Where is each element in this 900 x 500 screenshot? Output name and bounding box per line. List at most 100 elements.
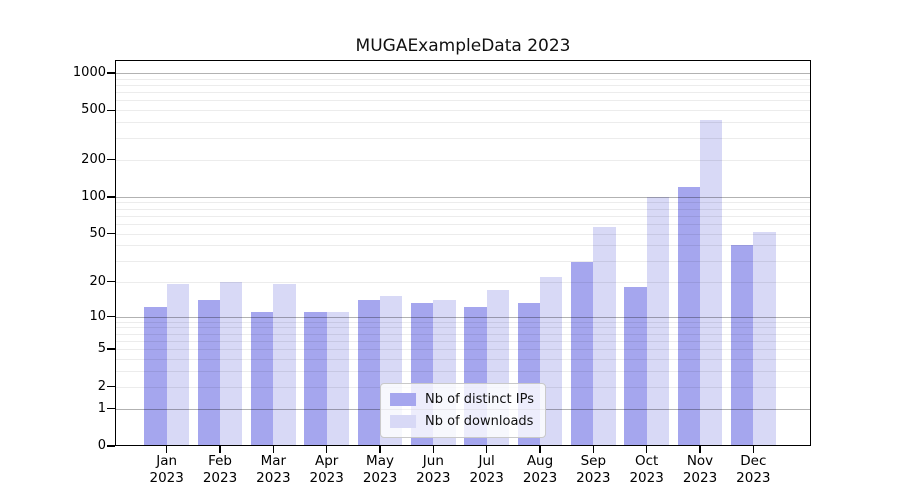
y-tick-label: 200 (81, 151, 106, 167)
x-tick-mark (165, 446, 168, 453)
gridline-minor (115, 215, 811, 217)
y-tick-label: 1 (97, 400, 106, 416)
bar-nb-of-distinct-ips (357, 299, 381, 446)
y-tick-label: 5 (97, 341, 106, 357)
y-tick-mark (107, 109, 115, 112)
gridline-minor (115, 223, 811, 225)
x-tick-year: 2023 (416, 470, 451, 486)
bar-nb-of-distinct-ips (677, 187, 700, 446)
bar-nb-of-downloads (273, 284, 296, 446)
gridline-minor (115, 202, 811, 204)
gridline-major (115, 72, 811, 74)
legend-label: Nb of downloads (425, 414, 534, 429)
x-tick-label: Aug 2023 (505, 453, 575, 487)
x-tick-mark (592, 446, 595, 453)
y-tick-label: 20 (89, 273, 106, 289)
bar-nb-of-downloads (326, 311, 349, 446)
gridline-minor (115, 371, 811, 373)
x-tick-label: Apr 2023 (292, 453, 362, 487)
y-tick-mark (107, 280, 115, 283)
bar-nb-of-downloads (700, 119, 723, 446)
x-tick-label: Mar 2023 (238, 453, 308, 487)
x-tick-month: Jun (422, 453, 444, 469)
plot-area: Nb of distinct IPs Nb of downloads (115, 60, 811, 446)
bar-nb-of-downloads (593, 226, 616, 446)
x-tick-mark (325, 446, 328, 453)
gridline-minor (115, 340, 811, 342)
gridline-minor (115, 122, 811, 124)
y-tick-label: 10 (89, 308, 106, 324)
bar-nb-of-distinct-ips (197, 299, 221, 446)
y-tick-mark (107, 385, 115, 388)
bar-nb-of-downloads (753, 231, 776, 446)
x-tick-year: 2023 (629, 470, 664, 486)
gridline-minor (115, 208, 811, 210)
gridline-minor (115, 92, 811, 94)
y-tick-mark (107, 158, 115, 161)
y-tick-label: 50 (89, 225, 106, 241)
x-tick-month: Apr (315, 453, 339, 469)
x-tick-label: Sep 2023 (558, 453, 628, 487)
x-tick-month: Jan (156, 453, 178, 469)
y-tick-mark (107, 72, 115, 74)
x-tick-label: May 2023 (345, 453, 415, 487)
y-tick-label: 0 (97, 438, 106, 453)
x-tick-month: Oct (634, 453, 659, 469)
y-tick-mark (107, 196, 115, 198)
x-tick-year: 2023 (362, 470, 398, 486)
x-tick-year: 2023 (522, 470, 558, 486)
x-tick-year: 2023 (682, 470, 718, 486)
x-tick-label: Jan 2023 (132, 453, 202, 487)
gridline-minor (115, 245, 811, 247)
x-tick-month: Jul (478, 453, 495, 469)
gridline-minor (115, 260, 811, 262)
gridline-minor (115, 78, 811, 80)
legend-item: Nb of distinct IPs (390, 392, 534, 407)
x-tick-year: 2023 (256, 470, 291, 486)
legend-swatch-nb-of-downloads (390, 415, 417, 428)
y-tick-mark (107, 348, 115, 350)
x-tick-year: 2023 (469, 470, 504, 486)
bar-nb-of-distinct-ips (144, 307, 167, 446)
x-tick-mark (272, 446, 275, 453)
y-tick-label: 2 (97, 378, 106, 394)
gridline-minor (115, 281, 811, 283)
x-tick-year: 2023 (149, 470, 184, 486)
legend: Nb of distinct IPs Nb of downloads (380, 383, 546, 438)
y-tick-label: 1000 (72, 64, 106, 80)
bar-nb-of-downloads (646, 196, 669, 446)
gridline-minor (115, 137, 811, 139)
bar-nb-of-distinct-ips (304, 311, 327, 446)
x-tick-mark (699, 446, 701, 453)
legend-swatch-nb-of-distinct-ips (390, 393, 417, 406)
gridline-minor (115, 327, 811, 329)
x-tick-mark (752, 446, 755, 453)
gridline-minor (115, 359, 811, 361)
gridline-minor (115, 110, 811, 112)
gridline-minor (115, 333, 811, 335)
gridline-minor (115, 84, 811, 86)
x-tick-label: Feb 2023 (185, 453, 255, 487)
gridline-minor (115, 349, 811, 351)
x-tick-year: 2023 (576, 470, 611, 486)
x-tick-label: Dec 2023 (718, 453, 788, 487)
y-tick-mark (107, 445, 115, 447)
x-tick-year: 2023 (202, 470, 238, 486)
x-tick-month: Aug (526, 453, 554, 469)
y-tick-label: 100 (81, 188, 106, 204)
x-tick-mark (219, 446, 221, 453)
bar-nb-of-distinct-ips (251, 311, 274, 446)
x-tick-label: Oct 2023 (612, 453, 682, 487)
x-tick-month: Feb (208, 453, 232, 469)
x-tick-year: 2023 (309, 470, 344, 486)
bar-nb-of-distinct-ips (624, 286, 647, 446)
x-tick-label: Jul 2023 (452, 453, 522, 487)
x-tick-year: 2023 (736, 470, 771, 486)
x-tick-mark (539, 446, 541, 453)
bar-nb-of-distinct-ips (571, 262, 594, 446)
x-tick-month: May (366, 453, 394, 469)
y-tick-mark (107, 232, 115, 235)
x-tick-mark (379, 446, 381, 453)
chart-title: MUGAExampleData 2023 (355, 36, 571, 56)
